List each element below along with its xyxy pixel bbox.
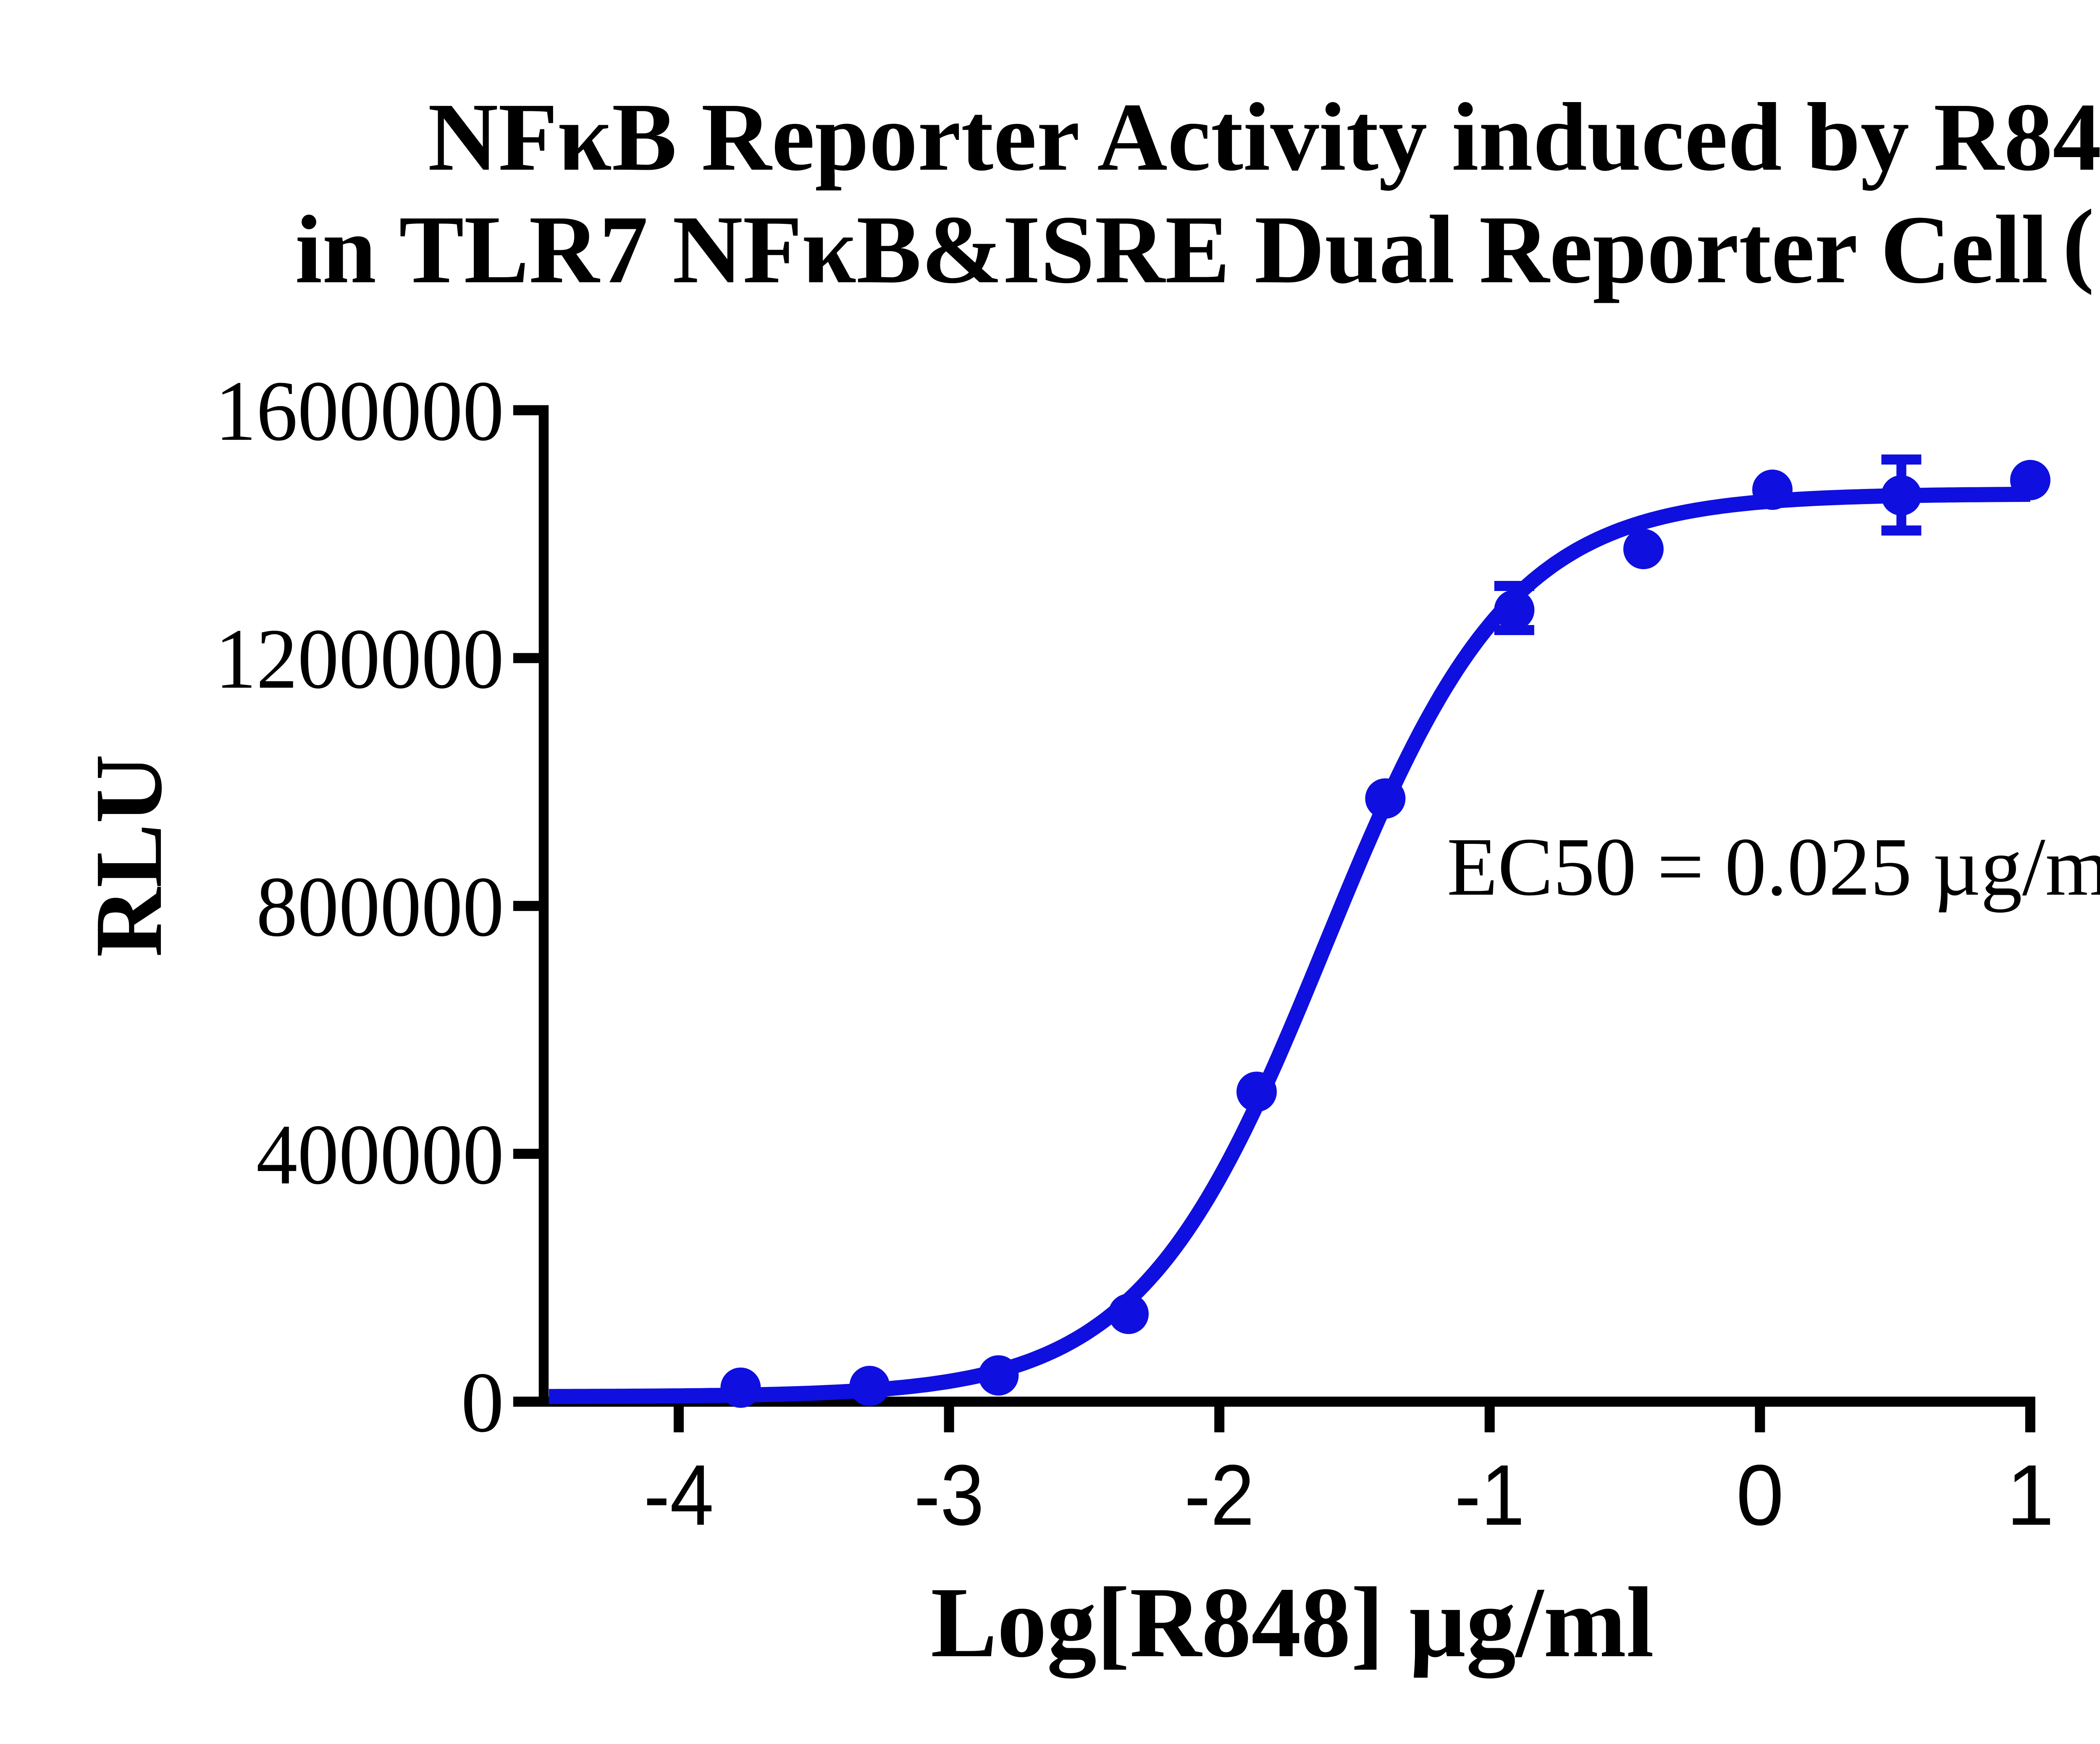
- svg-text:400000: 400000: [256, 1107, 504, 1202]
- svg-text:-4: -4: [644, 1447, 714, 1543]
- svg-text:RLU: RLU: [75, 754, 182, 957]
- svg-text:in TLR7 NFκB&ISRE Dual Reporte: in TLR7 NFκB&ISRE Dual Reporter Cell(C3): [295, 190, 2100, 304]
- svg-text:0: 0: [1736, 1447, 1784, 1543]
- svg-text:EC50 = 0.025 µg/ml: EC50 = 0.025 µg/ml: [1447, 821, 2100, 913]
- svg-text:0: 0: [461, 1355, 504, 1450]
- svg-text:Log[R848] µg/ml: Log[R848] µg/ml: [931, 1566, 1654, 1678]
- svg-text:1: 1: [2006, 1447, 2054, 1543]
- svg-text:800000: 800000: [256, 859, 504, 954]
- svg-text:-2: -2: [1184, 1447, 1255, 1543]
- svg-text:-1: -1: [1454, 1447, 1525, 1543]
- svg-text:1600000: 1600000: [215, 363, 504, 459]
- svg-text:NFκB Reporter Activity induced: NFκB Reporter Activity induced by R848: [428, 83, 2100, 191]
- svg-text:1200000: 1200000: [215, 611, 504, 707]
- svg-text:-3: -3: [914, 1447, 984, 1543]
